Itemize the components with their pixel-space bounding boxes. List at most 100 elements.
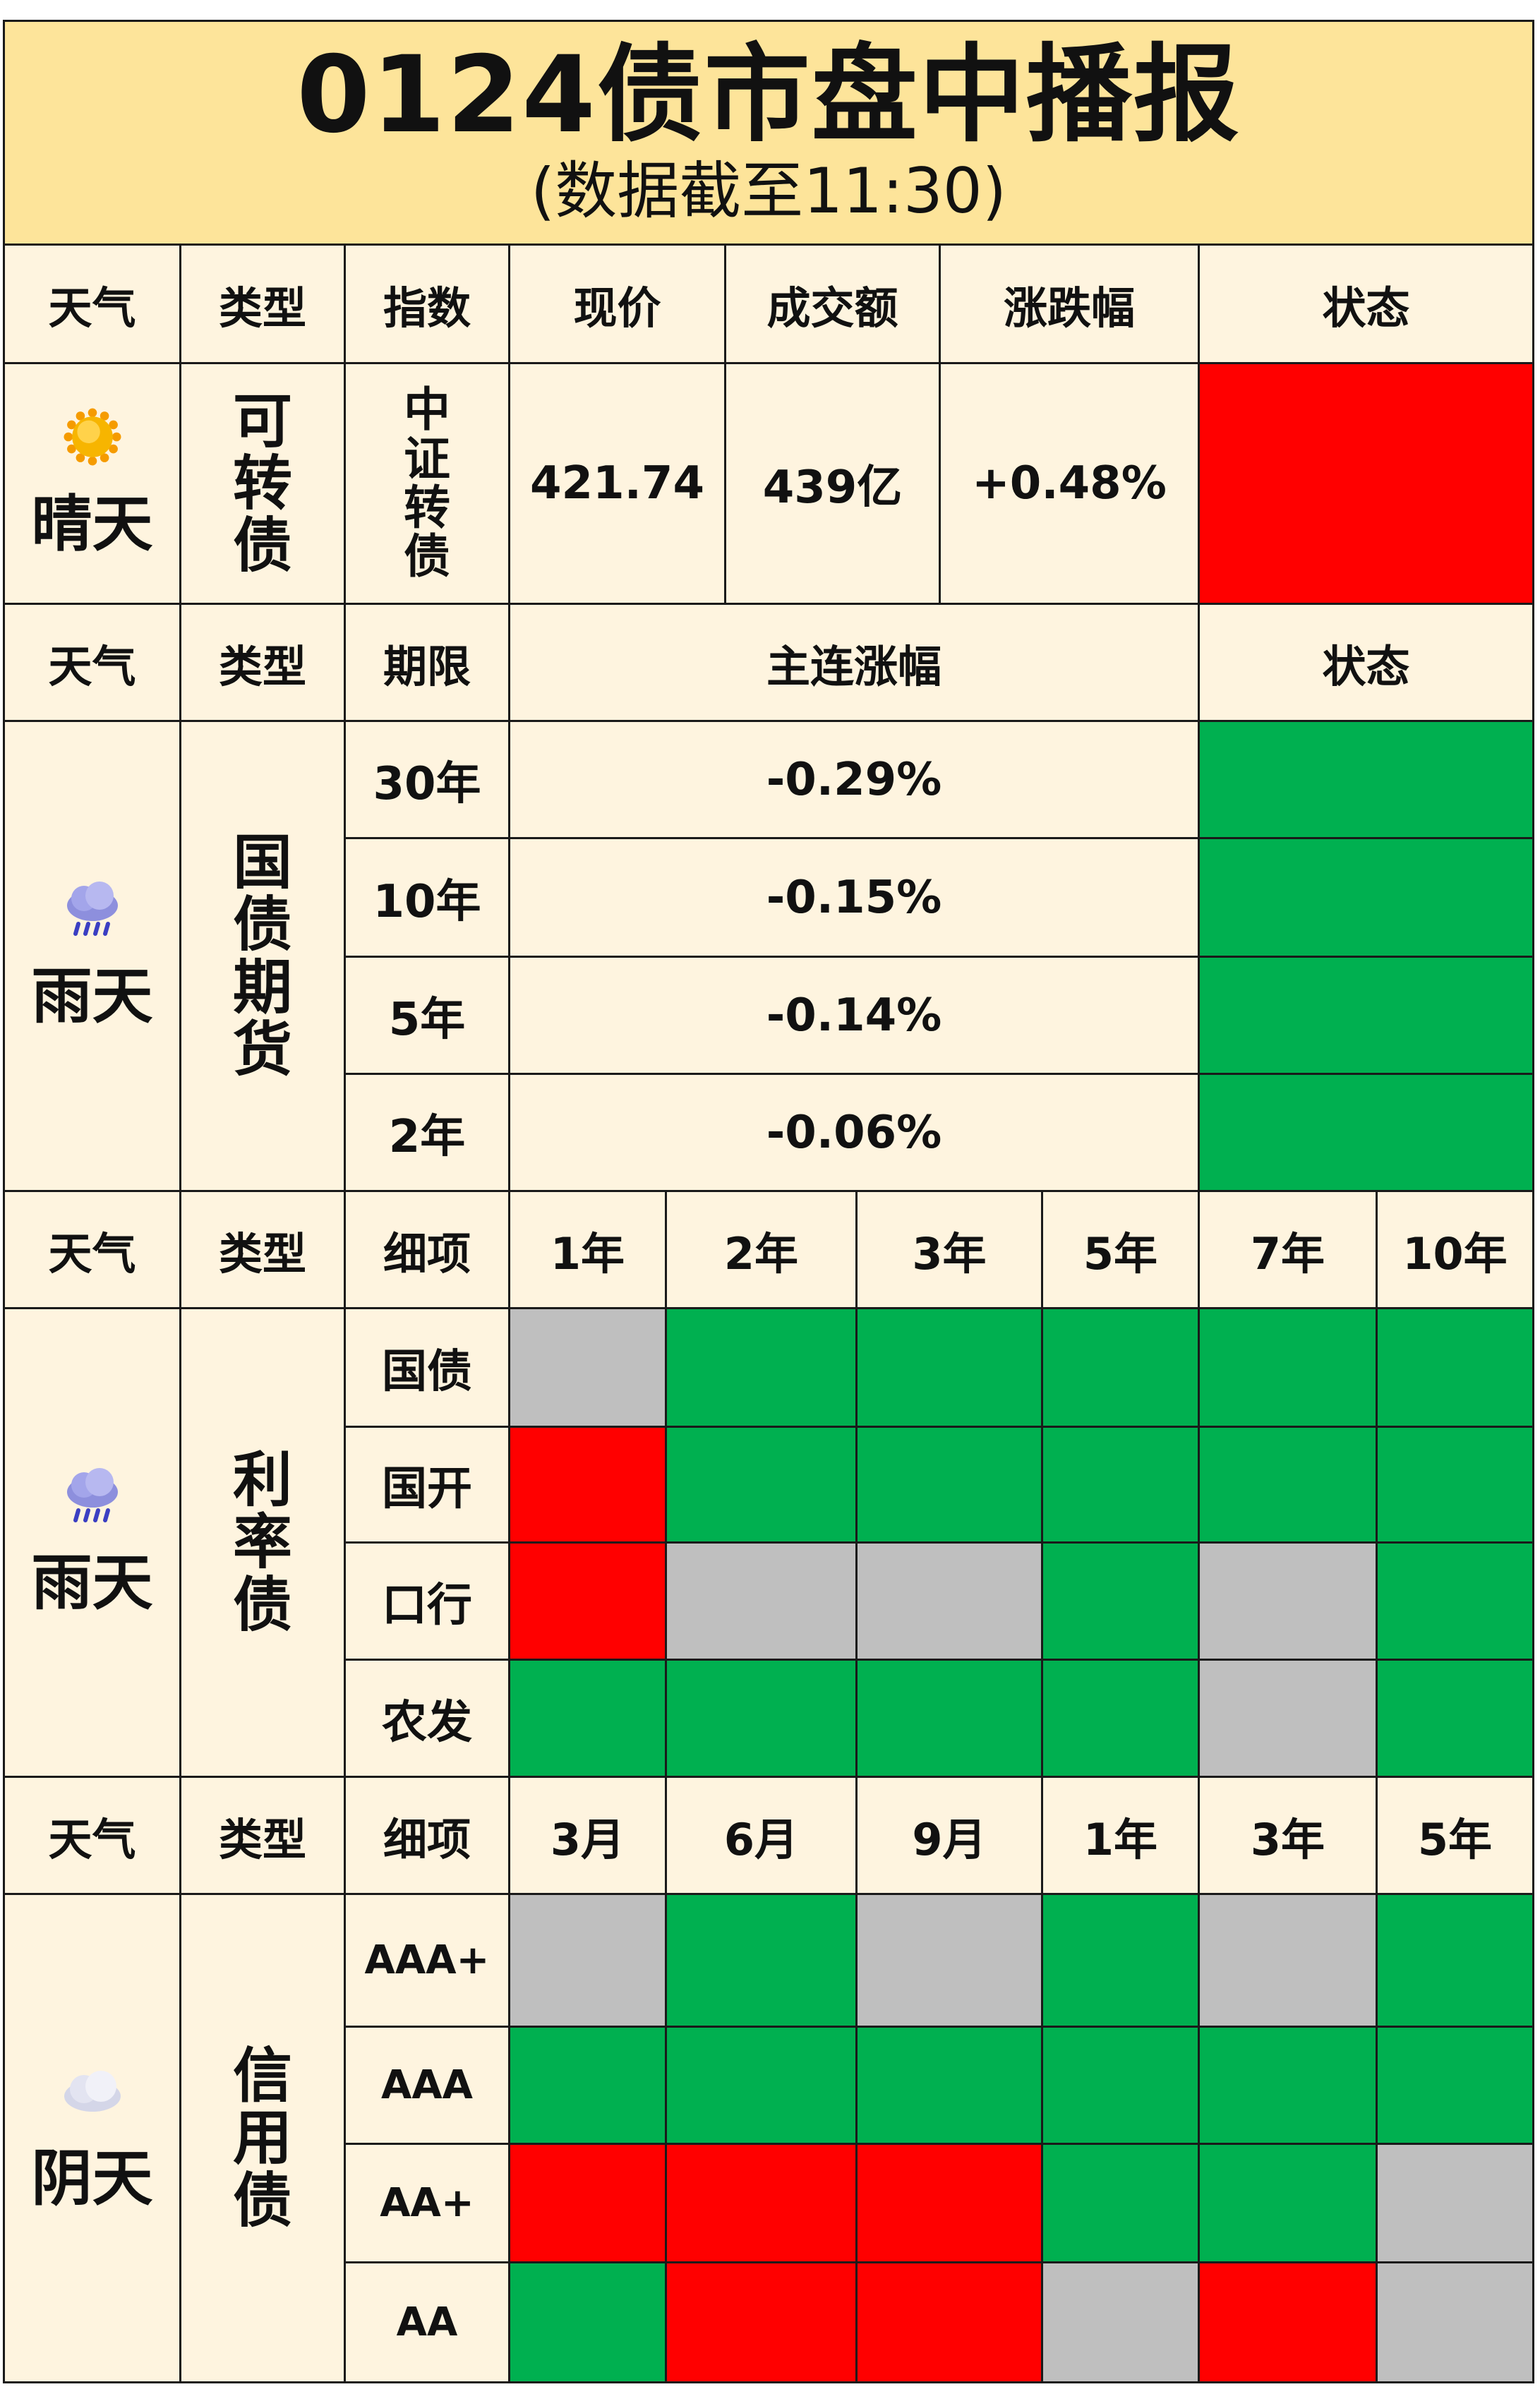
status-green bbox=[855, 2026, 1043, 2145]
change-value: +0.48% bbox=[939, 362, 1200, 605]
status-green bbox=[1198, 837, 1534, 958]
status-gray bbox=[1198, 1541, 1378, 1661]
status-green bbox=[1198, 1073, 1534, 1192]
status-green bbox=[1198, 1426, 1378, 1544]
futures-change: -0.14% bbox=[508, 956, 1200, 1075]
status-green bbox=[1376, 1659, 1534, 1778]
status-red bbox=[508, 2143, 667, 2263]
price-value: 421.74 bbox=[508, 362, 726, 605]
type-cell: 可转债 bbox=[179, 362, 346, 605]
header-cell: 1年 bbox=[1041, 1776, 1200, 1895]
status-green bbox=[665, 1307, 858, 1428]
header-cell: 天气 bbox=[3, 1190, 181, 1309]
status-red bbox=[508, 1541, 667, 1661]
status-gray bbox=[855, 1893, 1043, 2028]
header-cell: 1年 bbox=[508, 1190, 667, 1309]
status-green bbox=[1041, 2026, 1200, 2145]
term-cell: 5年 bbox=[344, 956, 510, 1075]
status-green bbox=[508, 1659, 667, 1778]
header-cell: 3年 bbox=[1198, 1776, 1378, 1895]
header-cell: 类型 bbox=[179, 1776, 346, 1895]
status-green bbox=[1376, 1893, 1534, 2028]
index-label: 中证转债 bbox=[404, 383, 450, 584]
status-gray bbox=[1376, 2261, 1534, 2383]
header-cell: 类型 bbox=[179, 1190, 346, 1309]
header-cell: 期限 bbox=[344, 603, 510, 722]
header-cell: 细项 bbox=[344, 1776, 510, 1895]
term-cell: 10年 bbox=[344, 837, 510, 958]
weather-cell: 晴天 bbox=[3, 362, 181, 605]
header-cell: 成交额 bbox=[724, 243, 941, 364]
status-red bbox=[1198, 362, 1534, 605]
status-green bbox=[1376, 1307, 1534, 1428]
status-green bbox=[1198, 2143, 1378, 2263]
status-gray bbox=[508, 1307, 667, 1428]
header-cell: 5年 bbox=[1041, 1190, 1200, 1309]
status-gray bbox=[1376, 2143, 1534, 2263]
status-red bbox=[665, 2261, 858, 2383]
type-label: 利率债 bbox=[232, 1445, 292, 1640]
weather-label: 雨天 bbox=[31, 961, 153, 1032]
status-red bbox=[508, 1426, 667, 1544]
cloud-icon bbox=[57, 2059, 128, 2126]
item-cell: 口行 bbox=[344, 1541, 510, 1661]
item-cell: AAA+ bbox=[344, 1893, 510, 2028]
header-cell: 涨跌幅 bbox=[939, 243, 1200, 364]
status-green bbox=[508, 2026, 667, 2145]
header-cell: 状态 bbox=[1198, 243, 1534, 364]
header-cell: 3年 bbox=[855, 1190, 1043, 1309]
status-green bbox=[1198, 956, 1534, 1075]
type-cell: 信用债 bbox=[179, 1893, 346, 2383]
status-green bbox=[1041, 2143, 1200, 2263]
term-cell: 2年 bbox=[344, 1073, 510, 1192]
rain-cloud-icon bbox=[57, 1464, 128, 1530]
weather-label: 阴天 bbox=[31, 2143, 153, 2214]
status-green bbox=[665, 1893, 858, 2028]
status-green bbox=[1198, 1307, 1378, 1428]
weather-label: 雨天 bbox=[31, 1548, 153, 1618]
status-green bbox=[665, 1659, 858, 1778]
header-cell: 指数 bbox=[344, 243, 510, 364]
header-cell: 状态 bbox=[1198, 603, 1534, 722]
status-red bbox=[855, 2261, 1043, 2383]
header-cell: 细项 bbox=[344, 1190, 510, 1309]
futures-change: -0.15% bbox=[508, 837, 1200, 958]
status-green bbox=[1198, 720, 1534, 839]
rain-cloud-icon bbox=[57, 877, 128, 944]
header-cell: 3月 bbox=[508, 1776, 667, 1895]
status-gray bbox=[1198, 1893, 1378, 2028]
type-label: 信用债 bbox=[232, 2041, 292, 2235]
header-cell: 5年 bbox=[1376, 1776, 1534, 1895]
weather-cell: 雨天 bbox=[3, 1307, 181, 1778]
weather-cell: 雨天 bbox=[3, 720, 181, 1192]
status-green bbox=[665, 1426, 858, 1544]
term-cell: 30年 bbox=[344, 720, 510, 839]
status-green bbox=[508, 2261, 667, 2383]
status-gray bbox=[665, 1541, 858, 1661]
status-green bbox=[1376, 1541, 1534, 1661]
status-red bbox=[665, 2143, 858, 2263]
header-cell: 6月 bbox=[665, 1776, 858, 1895]
status-green bbox=[1041, 1426, 1200, 1544]
status-green bbox=[1041, 1307, 1200, 1428]
header-cell: 10年 bbox=[1376, 1190, 1534, 1309]
status-green bbox=[855, 1307, 1043, 1428]
page-subtitle: (数据截至11:30) bbox=[530, 154, 1007, 227]
header-cell: 类型 bbox=[179, 243, 346, 364]
header-cell: 现价 bbox=[508, 243, 726, 364]
type-label: 国债期货 bbox=[232, 828, 292, 1084]
status-green bbox=[855, 1659, 1043, 1778]
turnover-value: 439亿 bbox=[724, 362, 941, 605]
title-banner: 0124债市盘中播报 (数据截至11:30) bbox=[3, 20, 1534, 246]
futures-change: -0.06% bbox=[508, 1073, 1200, 1192]
type-cell: 利率债 bbox=[179, 1307, 346, 1778]
futures-change: -0.29% bbox=[508, 720, 1200, 839]
weather-cell: 阴天 bbox=[3, 1893, 181, 2383]
weather-label: 晴天 bbox=[31, 488, 153, 560]
item-cell: AAA bbox=[344, 2026, 510, 2145]
status-gray bbox=[508, 1893, 667, 2028]
item-cell: 国开 bbox=[344, 1426, 510, 1544]
status-green bbox=[1376, 1426, 1534, 1544]
status-green bbox=[1198, 2026, 1378, 2145]
